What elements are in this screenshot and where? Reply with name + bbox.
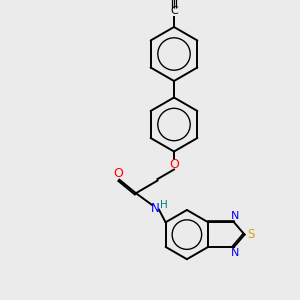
- Text: O: O: [113, 167, 123, 180]
- Text: N: N: [231, 248, 240, 259]
- Text: O: O: [169, 158, 179, 171]
- Text: N: N: [231, 211, 240, 221]
- Text: H: H: [160, 200, 168, 210]
- Text: N: N: [151, 202, 160, 215]
- Text: S: S: [248, 228, 255, 241]
- Text: C: C: [170, 6, 178, 16]
